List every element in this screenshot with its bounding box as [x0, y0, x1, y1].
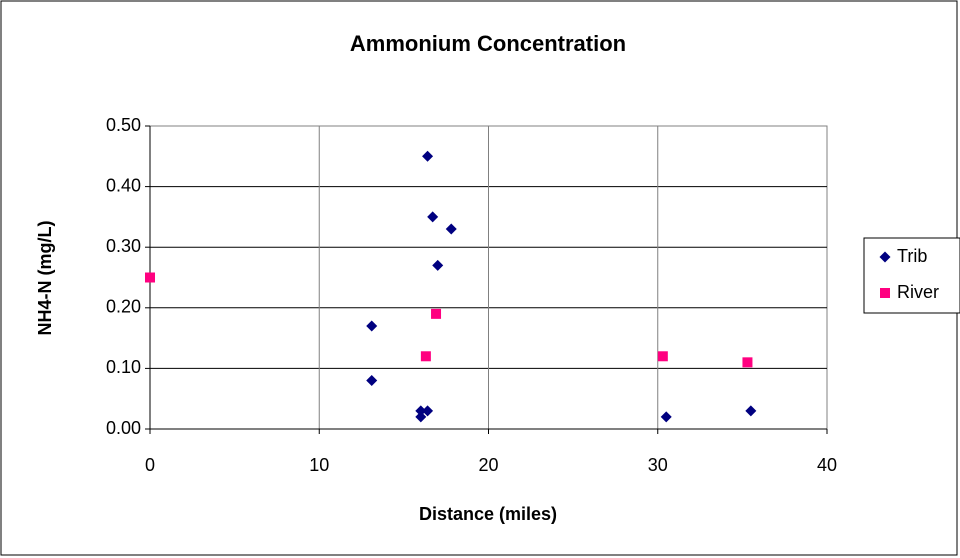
point: [660, 411, 672, 423]
point: [745, 405, 757, 417]
point: [415, 405, 427, 417]
y-tick-label: 0.20: [106, 297, 141, 317]
legend-box: [863, 237, 960, 314]
x-tick-label: 40: [817, 455, 837, 475]
x-axis-title: Distance (miles): [419, 504, 557, 524]
point: [366, 320, 378, 332]
legend-label: Trib: [897, 246, 927, 266]
legend-marker: [880, 288, 890, 298]
point: [145, 272, 155, 283]
y-tick-label: 0.00: [106, 418, 141, 438]
x-tick-label: 10: [309, 455, 329, 475]
point: [431, 308, 442, 319]
point: [445, 223, 457, 235]
point: [415, 411, 427, 423]
point: [657, 351, 668, 362]
chart-title: Ammonium Concentration: [350, 31, 626, 56]
point: [742, 357, 753, 368]
point: [427, 211, 439, 223]
y-tick-label: 0.40: [106, 175, 141, 195]
legend-label: River: [897, 282, 939, 302]
y-tick-label: 0.50: [106, 115, 141, 135]
point: [366, 375, 378, 387]
y-tick-label: 0.30: [106, 236, 141, 256]
y-axis-title: NH4-N (mg/L): [35, 221, 55, 336]
x-tick-label: 30: [648, 455, 668, 475]
x-tick-label: 20: [478, 455, 498, 475]
legend-marker: [879, 251, 891, 263]
x-tick-label: 0: [145, 455, 155, 475]
point: [422, 150, 434, 162]
y-tick-label: 0.10: [106, 357, 141, 377]
point: [420, 351, 431, 362]
point: [422, 405, 434, 417]
point: [432, 259, 444, 271]
